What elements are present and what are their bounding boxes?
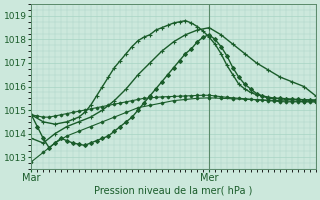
X-axis label: Pression niveau de la mer( hPa ): Pression niveau de la mer( hPa ) — [94, 186, 253, 196]
